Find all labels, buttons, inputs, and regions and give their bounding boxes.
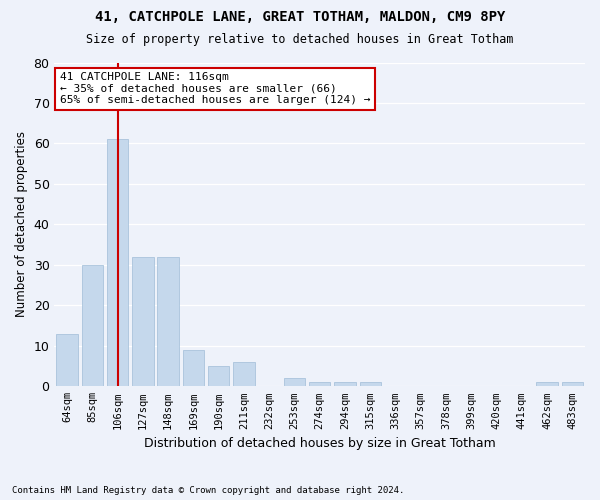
Bar: [56, 334, 78, 386]
Bar: [157, 257, 179, 386]
X-axis label: Distribution of detached houses by size in Great Totham: Distribution of detached houses by size …: [144, 437, 496, 450]
Bar: [309, 382, 331, 386]
Bar: [536, 382, 558, 386]
Bar: [132, 257, 154, 386]
Bar: [562, 382, 583, 386]
Text: Size of property relative to detached houses in Great Totham: Size of property relative to detached ho…: [86, 32, 514, 46]
Text: Contains HM Land Registry data © Crown copyright and database right 2024.: Contains HM Land Registry data © Crown c…: [12, 486, 404, 495]
Bar: [208, 366, 229, 386]
Text: 41, CATCHPOLE LANE, GREAT TOTHAM, MALDON, CM9 8PY: 41, CATCHPOLE LANE, GREAT TOTHAM, MALDON…: [95, 10, 505, 24]
Bar: [284, 378, 305, 386]
Bar: [233, 362, 254, 386]
Text: 41 CATCHPOLE LANE: 116sqm
← 35% of detached houses are smaller (66)
65% of semi-: 41 CATCHPOLE LANE: 116sqm ← 35% of detac…: [60, 72, 370, 106]
Y-axis label: Number of detached properties: Number of detached properties: [15, 132, 28, 318]
Bar: [359, 382, 381, 386]
Bar: [107, 140, 128, 386]
Bar: [82, 265, 103, 386]
Bar: [334, 382, 356, 386]
Bar: [182, 350, 204, 387]
